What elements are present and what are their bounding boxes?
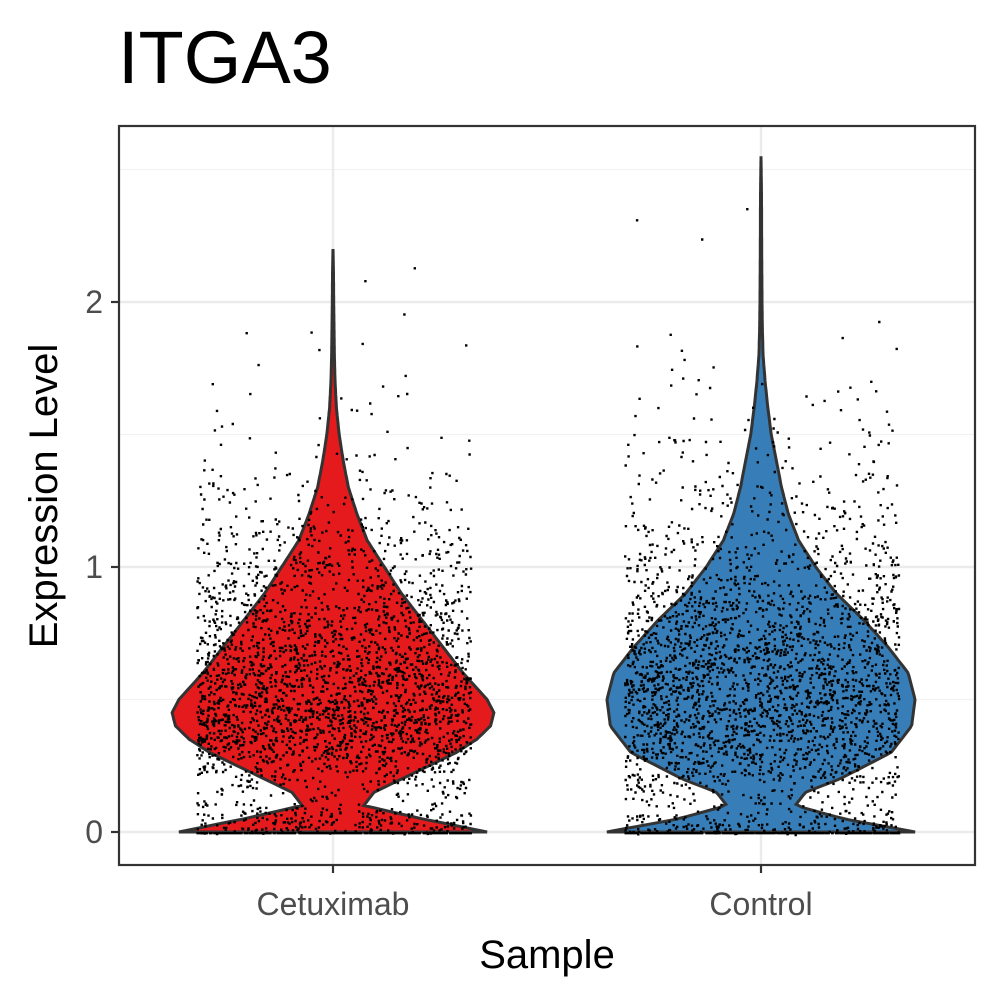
x-tick-label: Cetuximab	[257, 886, 410, 922]
points-control-marks	[624, 208, 901, 837]
points-control	[624, 208, 901, 837]
points-layer	[196, 208, 901, 837]
violin-cetuximab	[170, 248, 496, 834]
plot-panel-border	[117, 124, 977, 867]
chart-title: ITGA3	[118, 16, 332, 99]
y-tick-label: 0	[85, 814, 103, 850]
x-tick-label: Control	[709, 886, 812, 922]
y-axis-title: Expression Level	[22, 344, 66, 649]
x-axis-title: Sample	[479, 933, 615, 977]
violin-control	[605, 156, 917, 834]
axis-layer: 0 1 2 Cetuximab Control	[85, 284, 812, 922]
y-tick-label: 1	[85, 549, 103, 585]
y-tick-label: 2	[85, 284, 103, 320]
